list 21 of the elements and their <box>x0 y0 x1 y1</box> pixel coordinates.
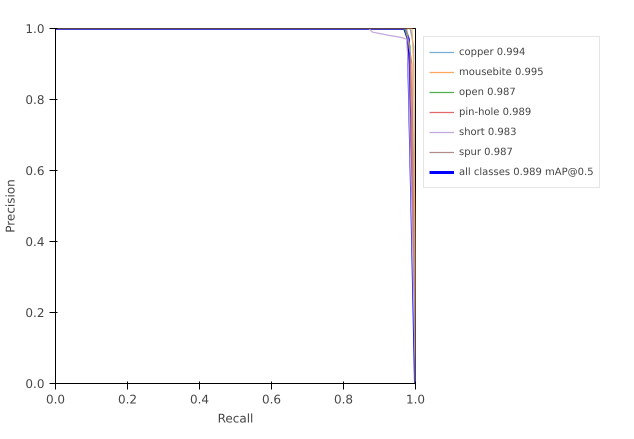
legend-label: short 0.983 <box>459 126 517 138</box>
y-tick-label: 0.4 <box>25 235 45 249</box>
x-tick-label: 0.2 <box>118 392 138 406</box>
legend-label: spur 0.987 <box>459 146 513 158</box>
x-tick-label: 0.6 <box>262 392 282 406</box>
x-tick-label: 0.8 <box>334 392 354 406</box>
legend-label: pin-hole 0.989 <box>459 106 532 118</box>
y-tick-label: 0.0 <box>25 377 45 391</box>
x-tick-label: 0.4 <box>190 392 210 406</box>
legend-label: open 0.987 <box>459 86 516 98</box>
y-tick-label: 1.0 <box>25 22 45 36</box>
legend-label: copper 0.994 <box>459 46 526 58</box>
legend-label: all classes 0.989 mAP@0.5 <box>459 166 594 178</box>
x-axis-title: Recall <box>218 412 254 426</box>
y-tick-label: 0.8 <box>25 93 45 107</box>
legend-label: mousebite 0.995 <box>459 66 544 78</box>
y-tick-label: 0.2 <box>25 306 45 320</box>
y-tick-label: 0.6 <box>25 164 45 178</box>
x-tick-label: 0.0 <box>46 392 66 406</box>
x-tick-label: 1.0 <box>406 392 426 406</box>
y-axis-title: Precision <box>3 179 18 233</box>
